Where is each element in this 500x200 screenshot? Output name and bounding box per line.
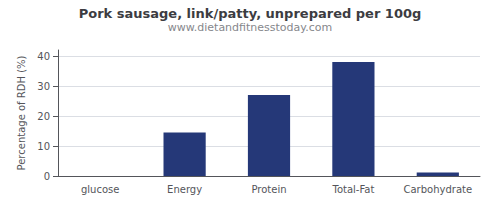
svg-text:Pork sausage, link/patty, unpr: Pork sausage, link/patty, unprepared per…	[79, 6, 422, 21]
svg-text:Energy: Energy	[167, 184, 202, 195]
svg-text:40: 40	[37, 51, 50, 62]
svg-text:www.dietandfitnesstoday.com: www.dietandfitnesstoday.com	[168, 21, 332, 34]
svg-text:10: 10	[37, 141, 50, 152]
svg-text:Carbohydrate: Carbohydrate	[403, 184, 472, 195]
svg-text:Protein: Protein	[251, 184, 286, 195]
svg-text:20: 20	[37, 111, 50, 122]
svg-text:0: 0	[44, 171, 50, 182]
svg-text:Percentage of RDH (%): Percentage of RDH (%)	[16, 55, 27, 170]
svg-text:30: 30	[37, 81, 50, 92]
svg-text:Total-Fat: Total-Fat	[331, 184, 374, 195]
svg-text:glucose: glucose	[81, 184, 119, 195]
